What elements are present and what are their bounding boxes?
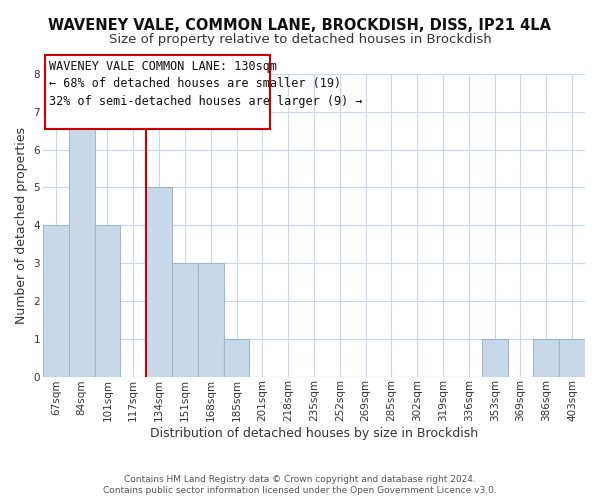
- X-axis label: Distribution of detached houses by size in Brockdish: Distribution of detached houses by size …: [150, 427, 478, 440]
- Text: WAVENEY VALE, COMMON LANE, BROCKDISH, DISS, IP21 4LA: WAVENEY VALE, COMMON LANE, BROCKDISH, DI…: [49, 18, 551, 32]
- Bar: [69, 112, 95, 376]
- Bar: [172, 263, 198, 376]
- Bar: [198, 263, 224, 376]
- Bar: [482, 338, 508, 376]
- Bar: [43, 226, 69, 376]
- Bar: [533, 338, 559, 376]
- Bar: [559, 338, 585, 376]
- Text: Contains HM Land Registry data © Crown copyright and database right 2024.: Contains HM Land Registry data © Crown c…: [124, 475, 476, 484]
- Text: Contains public sector information licensed under the Open Government Licence v3: Contains public sector information licen…: [103, 486, 497, 495]
- Text: WAVENEY VALE COMMON LANE: 130sqm
← 68% of detached houses are smaller (19)
32% o: WAVENEY VALE COMMON LANE: 130sqm ← 68% o…: [49, 60, 362, 108]
- Y-axis label: Number of detached properties: Number of detached properties: [15, 127, 28, 324]
- Bar: [224, 338, 250, 376]
- Text: Size of property relative to detached houses in Brockdish: Size of property relative to detached ho…: [109, 32, 491, 46]
- FancyBboxPatch shape: [45, 55, 270, 129]
- Bar: [146, 188, 172, 376]
- Bar: [95, 226, 121, 376]
